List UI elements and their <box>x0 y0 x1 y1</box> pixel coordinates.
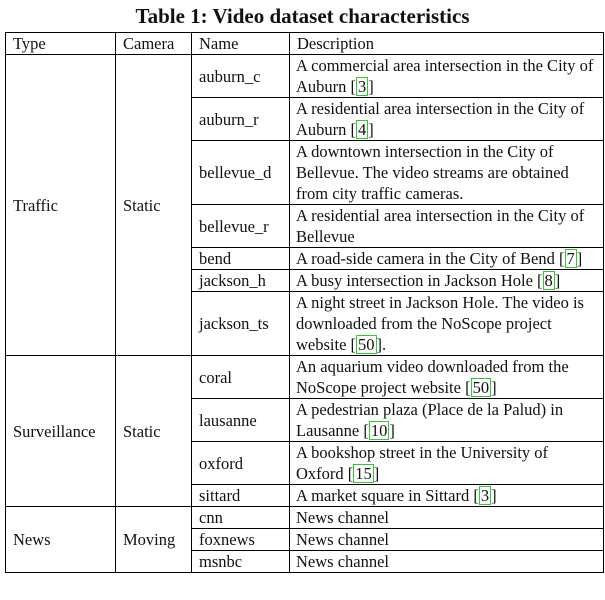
name-cell: cnn <box>191 506 290 529</box>
description-cell: News channel <box>289 528 604 551</box>
header-description: Description <box>289 32 604 55</box>
camera-cell: Static <box>115 54 192 356</box>
name-cell: jackson_h <box>191 269 290 292</box>
name-cell: coral <box>191 355 290 399</box>
table-row: sittard A market square in Sittard [3] <box>6 484 604 507</box>
description-cell: A bookshop street in the University of O… <box>289 441 604 485</box>
description-cell: A residential area intersection in the C… <box>289 204 604 248</box>
table-row: News Moving cnn News channel <box>5 506 604 573</box>
table-row: msnbc News channel <box>6 550 604 573</box>
table-row: auburn_r A residential area intersection … <box>6 97 604 141</box>
camera-cell: Static <box>115 355 192 507</box>
description-cell: A busy intersection in Jackson Hole [8] <box>289 269 604 292</box>
name-cell: lausanne <box>191 398 290 442</box>
header-row: Type Camera Name Description <box>5 32 604 55</box>
description-cell: A commercial area intersection in the Ci… <box>289 54 604 98</box>
citation-link[interactable]: 8 <box>542 271 555 290</box>
table-row: bellevue_d A downtown intersection in the… <box>6 140 604 205</box>
description-cell: An aquarium video downloaded from the No… <box>289 355 604 399</box>
header-camera: Camera <box>115 32 192 55</box>
table-row: oxford A bookshop street in the Universit… <box>6 441 604 485</box>
description-cell: News channel <box>289 506 604 529</box>
description-cell: A road-side camera in the City of Bend [… <box>289 247 604 270</box>
description-cell: A market square in Sittard [3] <box>289 484 604 507</box>
table-row: jackson_h A busy intersection in Jackson … <box>6 269 604 292</box>
table-row: jackson_ts A night street in Jackson Hole… <box>6 291 604 356</box>
table-row: Traffic Static auburn_c A commercial area i… <box>5 54 604 356</box>
citation-link[interactable]: 3 <box>478 486 492 505</box>
description-cell: A downtown intersection in the City of B… <box>289 140 604 205</box>
description-cell: A residential area intersection in the C… <box>289 97 604 141</box>
table-caption: Table 1: Video dataset characteristics <box>135 4 470 28</box>
type-cell: Traffic <box>5 54 116 356</box>
citation-link[interactable]: 3 <box>356 77 369 96</box>
dataset-table: Type Camera Name Description Traffic Stat… <box>5 32 604 573</box>
description-cell: News channel <box>289 550 604 573</box>
name-cell: oxford <box>191 441 290 485</box>
header-name: Name <box>191 32 290 55</box>
table-row: foxnews News channel <box>6 528 604 551</box>
table-row: bend A road-side camera in the City of Be… <box>6 247 604 270</box>
type-cell: News <box>5 506 116 573</box>
name-cell: foxnews <box>191 528 290 551</box>
name-cell: auburn_c <box>191 54 290 98</box>
citation-link[interactable]: 15 <box>353 464 374 483</box>
name-cell: auburn_r <box>191 97 290 141</box>
type-cell: Surveillance <box>5 355 116 507</box>
header-type: Type <box>5 32 116 55</box>
name-cell: msnbc <box>191 550 290 573</box>
citation-link[interactable]: 7 <box>564 249 577 268</box>
name-cell: sittard <box>191 484 290 507</box>
citation-link[interactable]: 4 <box>356 120 369 139</box>
table-body: Traffic Static auburn_c A commercial area i… <box>5 54 604 573</box>
table-row: Surveillance Static coral An aquarium video… <box>5 355 604 507</box>
description-cell: A night street in Jackson Hole. The vide… <box>289 291 604 356</box>
description-cell: A pedestrian plaza (Place de la Palud) i… <box>289 398 604 442</box>
name-cell: bend <box>191 247 290 270</box>
name-cell: bellevue_r <box>191 204 290 248</box>
citation-link[interactable]: 50 <box>356 335 377 354</box>
citation-link[interactable]: 10 <box>368 421 390 440</box>
table-row: lausanne A pedestrian plaza (Place de la … <box>6 398 604 442</box>
citation-link[interactable]: 50 <box>470 378 492 397</box>
name-cell: jackson_ts <box>191 291 290 356</box>
name-cell: bellevue_d <box>191 140 290 205</box>
camera-cell: Moving <box>115 506 192 573</box>
